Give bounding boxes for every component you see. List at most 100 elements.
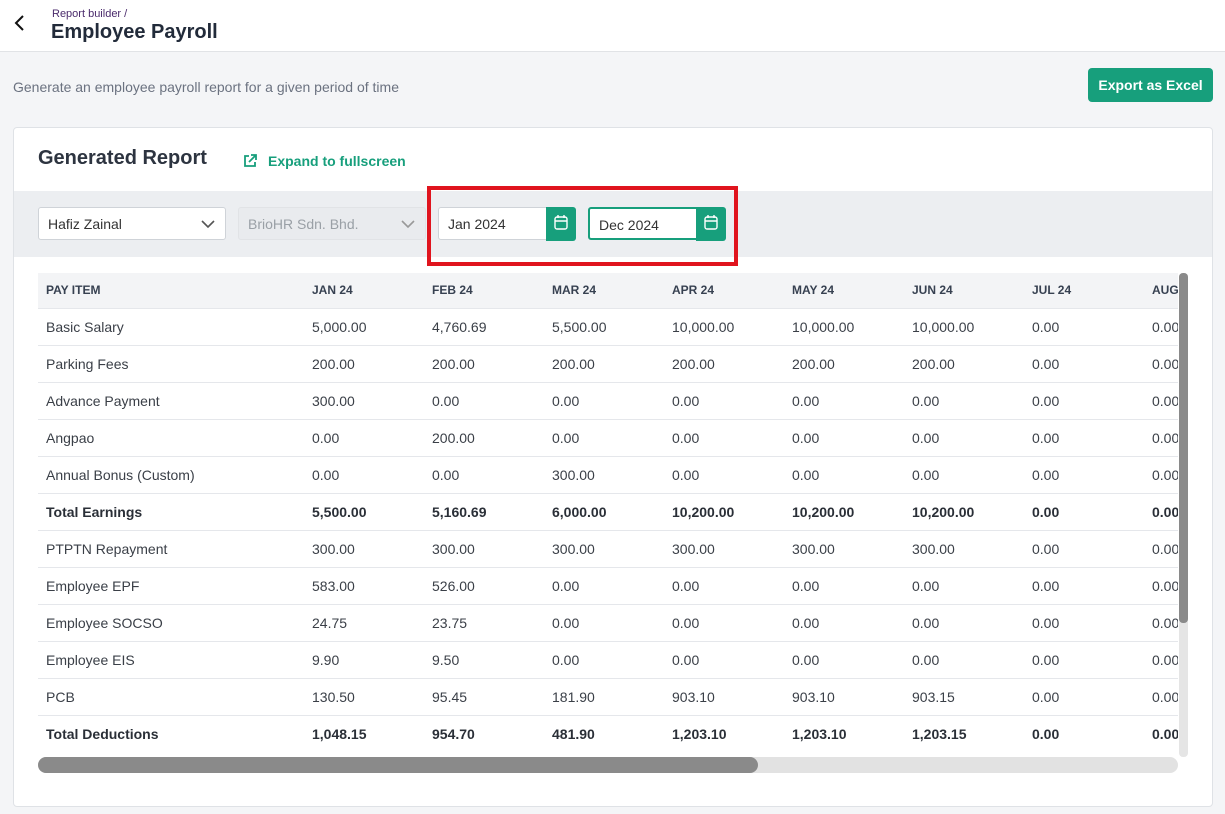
amount: 0.00 (1144, 566, 1178, 604)
amount: 300.00 (304, 381, 424, 419)
company-select[interactable]: BrioHR Sdn. Bhd. (238, 207, 426, 240)
amount: 0.00 (1144, 344, 1178, 382)
amount: 9.90 (304, 640, 424, 678)
amount: 903.15 (904, 677, 1024, 715)
amount: 300.00 (304, 529, 424, 567)
amount: 0.00 (784, 566, 904, 604)
chevron (401, 220, 415, 229)
pay-item: Employee EPF (38, 566, 304, 604)
amount: 0.00 (304, 455, 424, 493)
table-row: Annual Bonus (Custom) 0.00 0.00 300.00 0.00 0… (38, 455, 1178, 493)
breadcrumb[interactable]: Report builder / (52, 8, 128, 20)
pay-item: PCB (38, 677, 304, 715)
amount: 0.00 (664, 381, 784, 419)
table-row: Angpao 0.00 200.00 0.00 0.00 0.00 0.00 0.00 0.00 (38, 418, 1178, 456)
description: Generate an employee payroll report for … (13, 79, 399, 95)
column-header: MAY 24 (784, 273, 904, 308)
column-header: FEB 24 (424, 273, 544, 308)
column-header: APR 24 (664, 273, 784, 308)
header (0, 0, 1225, 52)
amount: 0.00 (664, 640, 784, 678)
start-date[interactable]: Jan 2024 (438, 207, 548, 240)
amount: 0.00 (664, 455, 784, 493)
amount: 0.00 (544, 566, 664, 604)
amount: 300.00 (424, 529, 544, 567)
amount: 9.50 (424, 640, 544, 678)
amount: 0.00 (1024, 714, 1144, 752)
highlight-box (427, 186, 738, 266)
amount: 200.00 (664, 344, 784, 382)
amount: 1,203.15 (904, 714, 1024, 752)
amount: 0.00 (1024, 529, 1144, 567)
amount: 954.70 (424, 714, 544, 752)
column-header: MAR 24 (544, 273, 664, 308)
page-title: Employee Payroll (51, 21, 218, 43)
amount: 0.00 (784, 603, 904, 641)
amount: 0.00 (664, 603, 784, 641)
amount: 0.00 (1024, 603, 1144, 641)
amount: 0.00 (1024, 566, 1144, 604)
amount: 583.00 (304, 566, 424, 604)
amount: 1,203.10 (784, 714, 904, 752)
back-button[interactable] (12, 14, 28, 32)
amount: 10,000.00 (784, 307, 904, 345)
external-icon (244, 154, 257, 167)
amount: 1,048.15 (304, 714, 424, 752)
column-header: JUL 24 (1024, 273, 1144, 308)
amount: 0.00 (904, 418, 1024, 456)
v-scrollbar[interactable] (1179, 273, 1188, 757)
amount: 95.45 (424, 677, 544, 715)
start-calendar[interactable] (546, 207, 576, 241)
amount: 0.00 (1144, 455, 1178, 493)
end-calendar[interactable] (696, 207, 726, 241)
amount: 0.00 (544, 603, 664, 641)
amount: 200.00 (544, 344, 664, 382)
v-thumb[interactable] (1179, 273, 1188, 623)
table-row: Advance Payment 300.00 0.00 0.00 0.00 0.00 0.0… (38, 381, 1178, 419)
amount: 130.50 (304, 677, 424, 715)
amount: 0.00 (904, 603, 1024, 641)
table-row: Total Earnings 5,500.00 5,160.69 6,000.00 10… (38, 492, 1178, 530)
amount: 0.00 (544, 640, 664, 678)
column-header: JAN 24 (304, 273, 424, 308)
amount: 10,200.00 (904, 492, 1024, 530)
amount: 0.00 (1024, 677, 1144, 715)
export-button[interactable]: Export as Excel (1088, 68, 1213, 102)
amount: 0.00 (544, 418, 664, 456)
amount: 0.00 (1024, 455, 1144, 493)
company-value: BrioHR Sdn. Bhd. (248, 216, 359, 232)
expand-link[interactable]: Expand to fullscreen (268, 153, 406, 169)
amount: 0.00 (304, 418, 424, 456)
pay-item: Employee EIS (38, 640, 304, 678)
amount: 0.00 (1024, 307, 1144, 345)
amount: 200.00 (304, 344, 424, 382)
amount: 0.00 (1024, 492, 1144, 530)
pay-item: Advance Payment (38, 381, 304, 419)
amount: 0.00 (1144, 714, 1178, 752)
amount: 300.00 (664, 529, 784, 567)
amount: 23.75 (424, 603, 544, 641)
end-date[interactable]: Dec 2024 (588, 207, 698, 240)
amount: 0.00 (1144, 529, 1178, 567)
amount: 0.00 (664, 566, 784, 604)
amount: 0.00 (784, 418, 904, 456)
column-header: PAY ITEM (38, 273, 304, 308)
amount: 5,500.00 (304, 492, 424, 530)
amount: 24.75 (304, 603, 424, 641)
h-scrollbar[interactable] (38, 757, 1178, 773)
amount: 300.00 (544, 529, 664, 567)
amount: 903.10 (664, 677, 784, 715)
amount: 0.00 (544, 381, 664, 419)
header-row: PAY ITEM JAN 24 FEB 24 MAR 24 APR 24 MAY 24 JU… (38, 273, 1178, 308)
employee-select[interactable]: Hafiz Zainal (38, 207, 226, 240)
h-thumb[interactable] (38, 757, 758, 773)
pay-item: Parking Fees (38, 344, 304, 382)
pay-item: Annual Bonus (Custom) (38, 455, 304, 493)
amount: 0.00 (1144, 492, 1178, 530)
amount: 6,000.00 (544, 492, 664, 530)
amount: 5,160.69 (424, 492, 544, 530)
amount: 0.00 (784, 455, 904, 493)
amount: 481.90 (544, 714, 664, 752)
table-container: PAY ITEM JAN 24 FEB 24 MAR 24 APR 24 MAY 24 JU… (38, 273, 1178, 755)
amount: 0.00 (1024, 344, 1144, 382)
